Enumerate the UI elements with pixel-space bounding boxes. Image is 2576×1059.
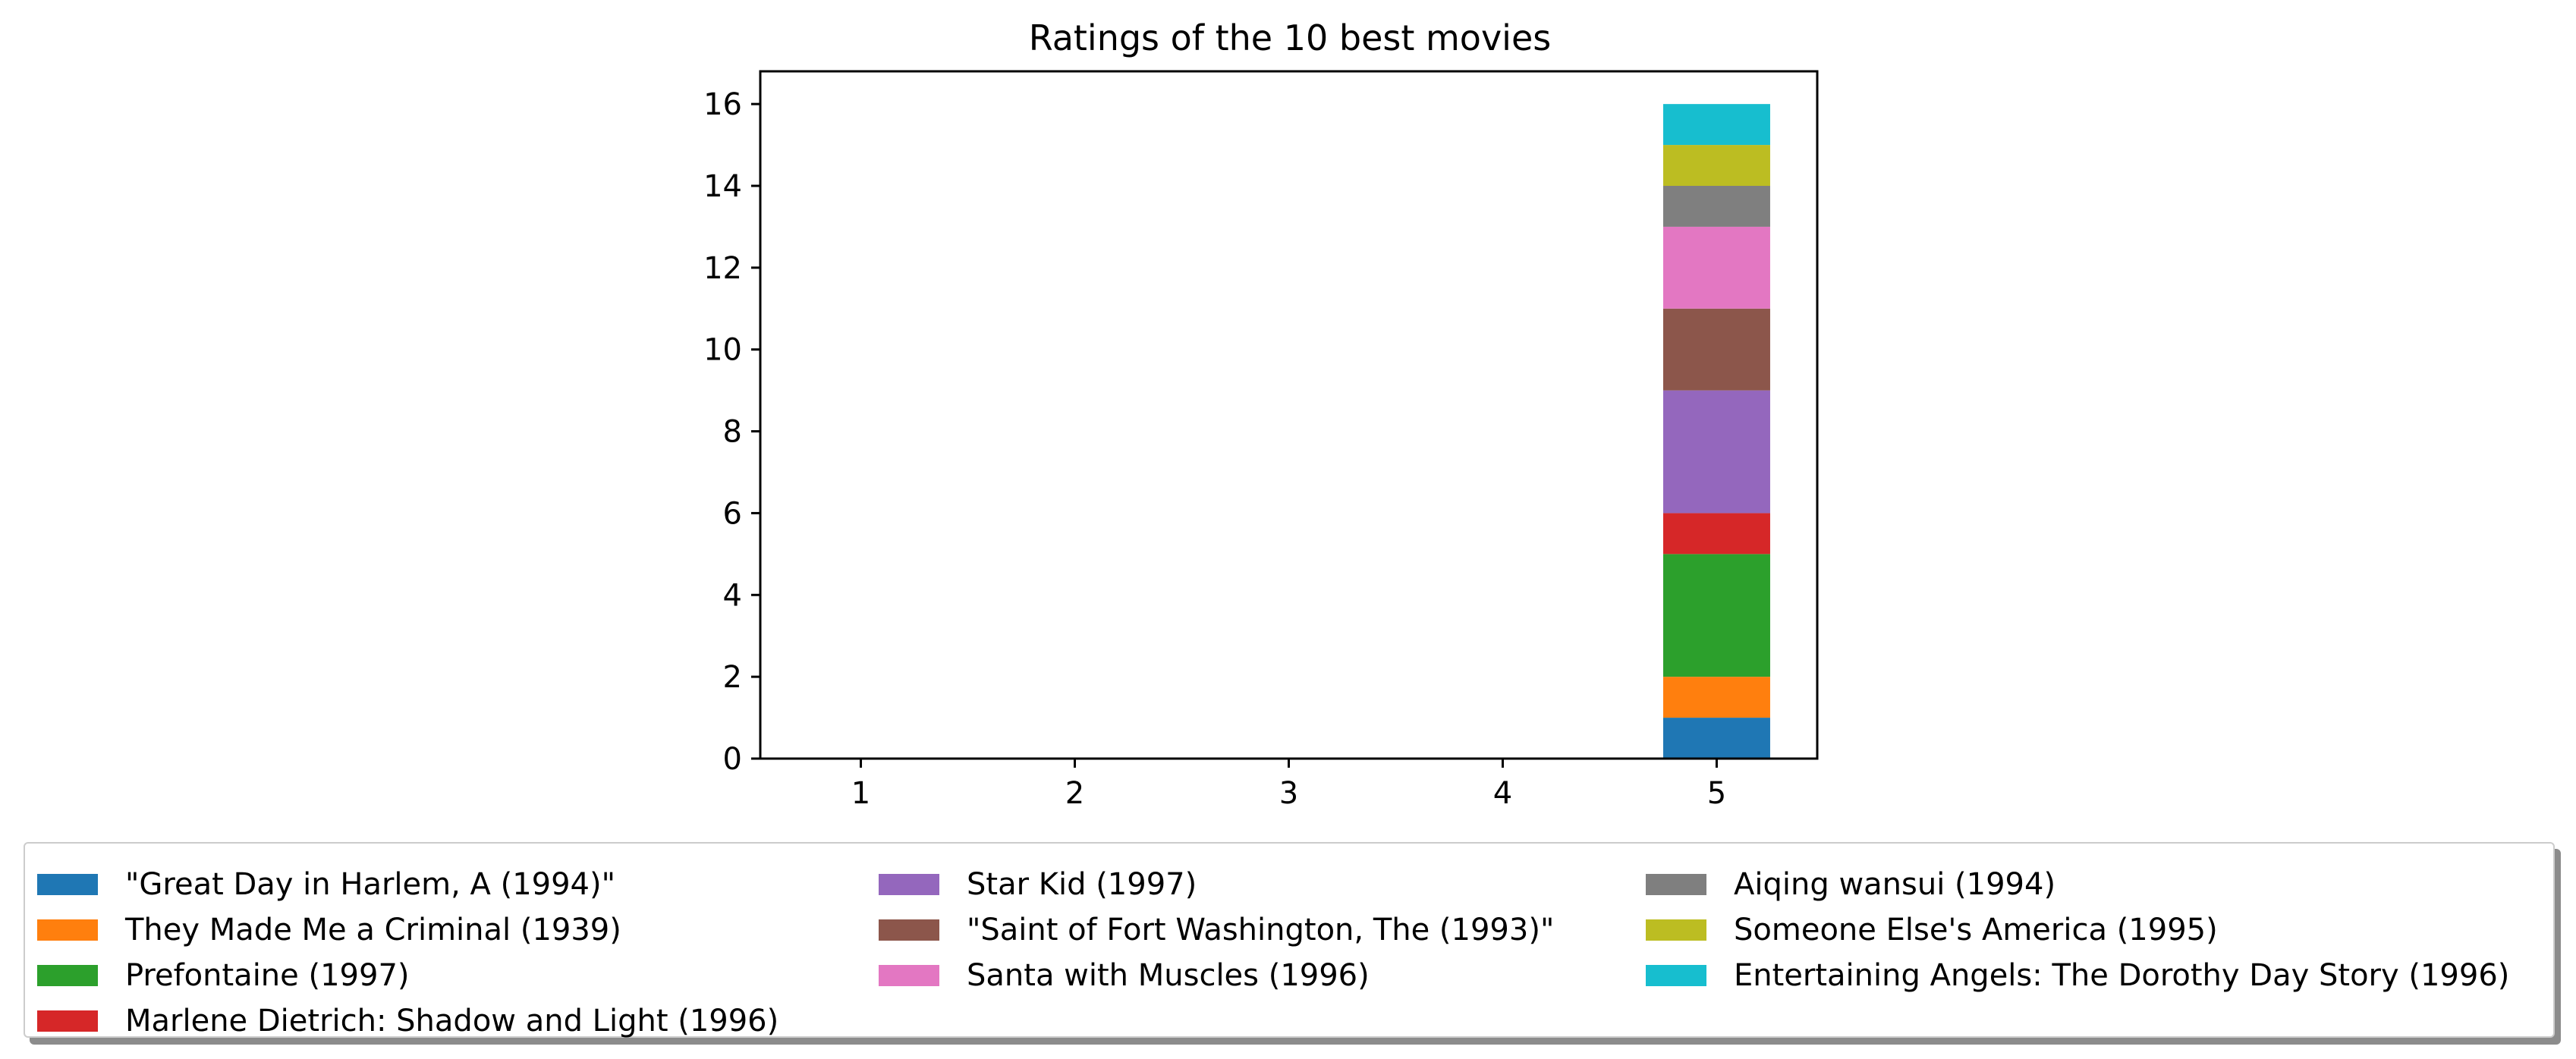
legend-label: Someone Else's America (1995) [1734,913,2218,947]
x-tick-label: 5 [1707,776,1726,811]
x-tick-label: 1 [851,776,870,811]
y-tick-label: 12 [703,251,742,286]
legend-label: Star Kid (1997) [967,867,1197,902]
legend-label: Entertaining Angels: The Dorothy Day Sto… [1734,958,2510,993]
y-tick-label: 0 [723,742,742,777]
bars-layer [1662,104,1770,759]
legend-swatch [37,919,98,941]
legend-swatch [879,965,939,986]
bar-segment [1662,104,1770,146]
legend-label: "Saint of Fort Washington, The (1993)" [967,913,1555,947]
y-tick-label: 16 [703,87,742,122]
legend-swatch [1646,874,1706,895]
legend-swatch [1646,919,1706,941]
bar-segment [1662,226,1770,309]
x-tick-label: 2 [1065,776,1084,811]
y-tick-label: 6 [723,496,742,531]
legend-label: Prefontaine (1997) [125,958,410,993]
legend-swatch [37,874,98,895]
bar-segment [1662,554,1770,677]
legend-label: Aiqing wansui (1994) [1734,867,2056,902]
x-tick-label: 4 [1493,776,1512,811]
y-tick-label: 4 [723,578,742,613]
legend-label: Santa with Muscles (1996) [967,958,1370,993]
legend-label: They Made Me a Criminal (1939) [125,913,621,947]
bar-segment [1662,677,1770,718]
bar-segment [1662,186,1770,227]
legend-swatch [37,1010,98,1032]
chart-title: Ratings of the 10 best movies [1029,17,1551,58]
bar-segment [1662,718,1770,759]
legend-swatch [879,919,939,941]
legend-swatch [879,874,939,895]
bar-segment [1662,513,1770,555]
legend-swatch [37,965,98,986]
y-tick-label: 10 [703,333,742,368]
legend-label: "Great Day in Harlem, A (1994)" [125,867,615,902]
y-tick-label: 2 [723,660,742,695]
y-tick-label: 14 [703,169,742,204]
legend-label: Marlene Dietrich: Shadow and Light (1996… [125,1004,779,1039]
legend: "Great Day in Harlem, A (1994)" They Made… [24,842,2555,1038]
legend-swatch [1646,965,1706,986]
bar-segment [1662,145,1770,186]
bar-segment [1662,390,1770,514]
x-tick-label: 3 [1279,776,1298,811]
y-tick-label: 8 [723,415,742,450]
bar-segment [1662,308,1770,391]
plot-frame [759,70,1819,760]
